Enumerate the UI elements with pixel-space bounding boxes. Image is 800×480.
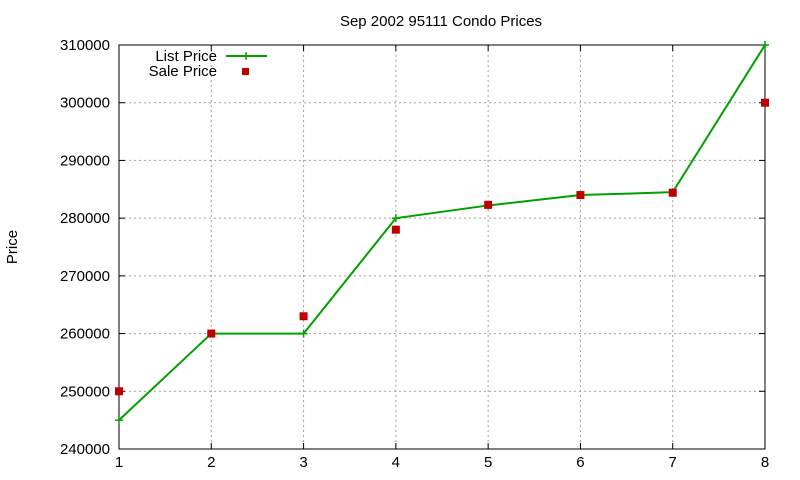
y-axis-label: Price xyxy=(4,230,21,264)
legend-marker-sale-price xyxy=(242,68,249,75)
legend-marker-list-price xyxy=(242,52,250,60)
x-tick-label: 7 xyxy=(669,454,677,471)
x-tick-label: 4 xyxy=(392,454,400,471)
list-price-point xyxy=(115,416,123,425)
sale-price-point xyxy=(484,200,493,209)
y-tick-label: 240000 xyxy=(60,441,110,458)
sale-price-point xyxy=(761,98,769,107)
x-tick-label: 8 xyxy=(761,454,769,471)
sale-price-point xyxy=(391,225,400,234)
y-tick-label: 300000 xyxy=(60,95,110,112)
x-tick-label: 3 xyxy=(299,454,307,471)
list-price-point xyxy=(299,329,308,338)
legend-label-list-price: List Price xyxy=(155,48,217,65)
y-tick-label: 280000 xyxy=(60,210,110,227)
legend-label-sale-price: Sale Price xyxy=(149,63,217,80)
chart-title: Sep 2002 95111 Condo Prices xyxy=(340,13,542,30)
series xyxy=(115,41,769,425)
sale-price-point xyxy=(668,188,677,197)
list-price-point xyxy=(761,41,769,49)
y-tick-label: 250000 xyxy=(60,383,110,400)
x-tick-label: 5 xyxy=(484,454,492,471)
list-price-line xyxy=(118,44,766,421)
legend: List Price Sale Price xyxy=(149,48,267,80)
y-tick-labels: 240000 250000 260000 270000 280000 290000 3000… xyxy=(60,37,110,458)
sale-price-point xyxy=(207,329,216,338)
sale-price-point xyxy=(576,191,585,200)
plot-frame xyxy=(118,44,766,450)
y-tick-label: 290000 xyxy=(60,152,110,169)
y-tick-label: 310000 xyxy=(60,37,110,54)
sale-price-point xyxy=(299,312,308,321)
axis-ticks xyxy=(118,44,766,450)
grid-lines xyxy=(119,45,765,449)
y-tick-label: 260000 xyxy=(60,326,110,343)
x-tick-label: 2 xyxy=(207,454,215,471)
list-price-point xyxy=(391,214,400,223)
sale-price-point xyxy=(115,387,123,396)
x-tick-label: 6 xyxy=(576,454,584,471)
y-tick-label: 270000 xyxy=(60,268,110,285)
x-tick-label: 1 xyxy=(115,454,123,471)
x-tick-labels: 1 2 3 4 5 6 7 8 xyxy=(115,454,769,471)
